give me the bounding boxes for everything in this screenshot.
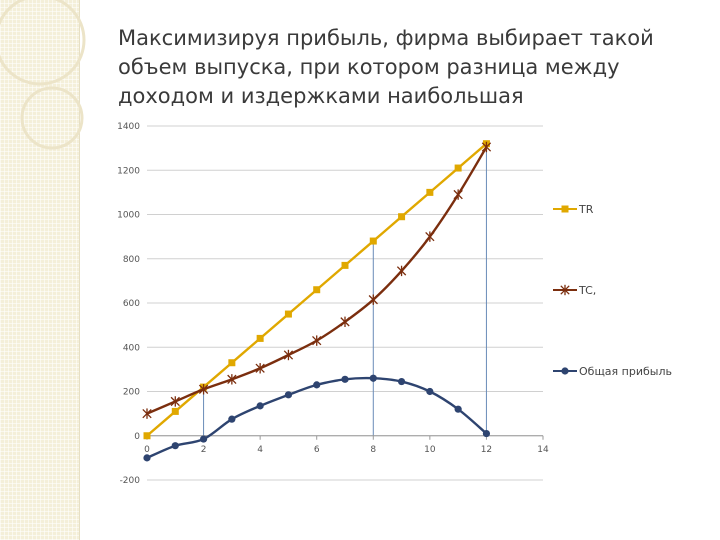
y-tick-label: 200 xyxy=(123,388,140,398)
chart-grid xyxy=(147,125,543,481)
data-point xyxy=(341,375,349,383)
x-tick-label: 10 xyxy=(424,445,436,455)
data-point xyxy=(312,335,322,346)
data-point xyxy=(426,188,434,196)
data-point xyxy=(396,265,407,277)
data-point xyxy=(426,387,434,396)
data-point xyxy=(143,432,151,440)
data-point xyxy=(313,381,321,389)
data-point xyxy=(453,189,463,200)
slide-title: Максимизируя прибыль, фирма выбирает так… xyxy=(118,24,678,111)
chart-legend: TR TC, Общая прибыль xyxy=(553,203,672,378)
decorative-circles xyxy=(0,0,86,150)
y-tick-label: 400 xyxy=(123,343,140,353)
data-point xyxy=(143,454,151,462)
data-point xyxy=(256,334,264,342)
data-point xyxy=(227,374,237,385)
y-tick-label: 0 xyxy=(134,432,140,442)
legend-label: Общая прибыль xyxy=(579,365,672,378)
data-point xyxy=(283,349,294,361)
data-point xyxy=(454,164,462,172)
legend-label: TC, xyxy=(578,284,596,297)
title-line-3: доходом и издержками наибольшая xyxy=(118,84,524,108)
legend-label: TR xyxy=(578,203,594,216)
data-point xyxy=(199,435,208,443)
y-tick-label: 800 xyxy=(123,255,140,265)
data-point xyxy=(142,408,152,419)
y-tick-label: 1400 xyxy=(117,122,140,132)
data-point xyxy=(481,141,492,153)
x-tick-label: 12 xyxy=(481,445,492,455)
legend-item-0: TR xyxy=(553,203,594,216)
y-tick-label: -200 xyxy=(120,476,141,486)
data-point xyxy=(284,391,293,399)
data-point xyxy=(198,384,209,395)
legend-item-2: Общая прибыль xyxy=(553,365,672,378)
data-point xyxy=(341,261,349,269)
data-point xyxy=(454,405,462,413)
legend-swatch-marker xyxy=(561,367,569,375)
title-line-1: Максимизируя прибыль, фирма выбирает так… xyxy=(118,26,654,50)
data-point xyxy=(171,407,179,415)
x-tick-label: 2 xyxy=(201,445,207,455)
data-point xyxy=(170,396,180,407)
title-line-2: объем выпуска, при котором разница между xyxy=(118,55,620,79)
legend-swatch-marker xyxy=(560,284,570,296)
data-point xyxy=(368,294,378,305)
series-2 xyxy=(143,374,491,462)
data-point xyxy=(284,310,292,318)
data-point xyxy=(256,402,264,410)
chart-series xyxy=(142,140,492,462)
series-0 xyxy=(143,140,490,440)
side-strip-edge xyxy=(79,0,80,540)
series-1 xyxy=(142,141,492,419)
data-point xyxy=(397,377,406,386)
decor-circle-small xyxy=(20,86,84,150)
x-tick-label: 4 xyxy=(257,445,263,455)
decor-circle-large xyxy=(0,0,86,86)
x-tick-label: 6 xyxy=(314,445,320,455)
data-point xyxy=(228,359,236,367)
data-point xyxy=(369,374,377,382)
legend-swatch-marker xyxy=(561,205,569,213)
x-tick-label: 8 xyxy=(370,445,376,455)
data-point xyxy=(398,213,406,221)
y-tick-label: 1000 xyxy=(117,211,140,221)
data-point xyxy=(171,442,179,450)
data-point xyxy=(482,429,491,438)
tick-labels: -200 0 200 400 600 800 1000 1200 1400 0 2 4 6 8 10 12 14 xyxy=(117,122,549,486)
x-tick-label: 0 xyxy=(144,445,150,455)
data-point xyxy=(313,286,321,294)
x-tick-label: 14 xyxy=(537,445,549,455)
legend-item-1: TC, xyxy=(553,284,596,297)
data-point xyxy=(255,363,265,374)
data-point xyxy=(340,316,350,328)
reference-lines xyxy=(203,143,487,436)
data-point xyxy=(425,231,435,242)
y-tick-label: 1200 xyxy=(117,166,140,176)
data-point xyxy=(369,237,377,245)
y-tick-label: 600 xyxy=(123,299,140,309)
data-point xyxy=(228,415,236,423)
